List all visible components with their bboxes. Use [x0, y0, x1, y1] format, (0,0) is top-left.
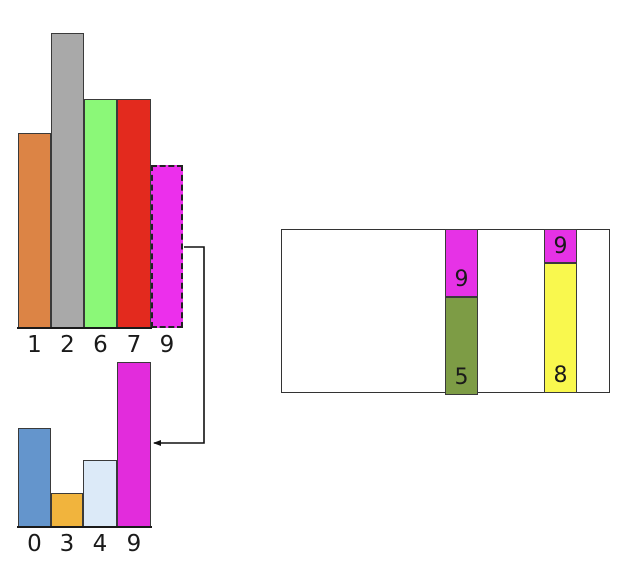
- stack-segment-8: 8: [544, 263, 577, 393]
- segment-label: 5: [454, 365, 469, 390]
- bar-label-1: 1: [27, 332, 42, 358]
- segment-label: 9: [553, 233, 568, 259]
- segment-label: 9: [454, 267, 469, 292]
- bar-9: [117, 362, 151, 527]
- stack-segment-5: 5: [445, 297, 478, 395]
- bar-label-0: 0: [27, 531, 42, 557]
- bar-1: [18, 133, 51, 328]
- bar-label-2: 2: [60, 332, 75, 358]
- bar-label-7: 7: [126, 332, 142, 358]
- stack-segment-9: 9: [445, 229, 478, 297]
- bar-label-6: 6: [93, 332, 108, 358]
- bar-4: [83, 460, 117, 527]
- bar-label-9: 9: [126, 531, 142, 557]
- bar-3: [51, 493, 83, 527]
- segment-label: 8: [553, 363, 568, 388]
- highlighted-bar-9: [151, 165, 183, 328]
- bar-label-3: 3: [59, 531, 75, 557]
- bar-label-4: 4: [92, 531, 108, 557]
- chart-baseline: [17, 327, 152, 330]
- chart-baseline: [17, 526, 152, 529]
- stack-segment-9: 9: [544, 229, 577, 263]
- bar-0: [18, 428, 51, 527]
- bar-label-9: 9: [159, 332, 175, 358]
- bar-2: [51, 33, 84, 328]
- bar-6: [84, 99, 117, 328]
- bar-7: [117, 99, 151, 328]
